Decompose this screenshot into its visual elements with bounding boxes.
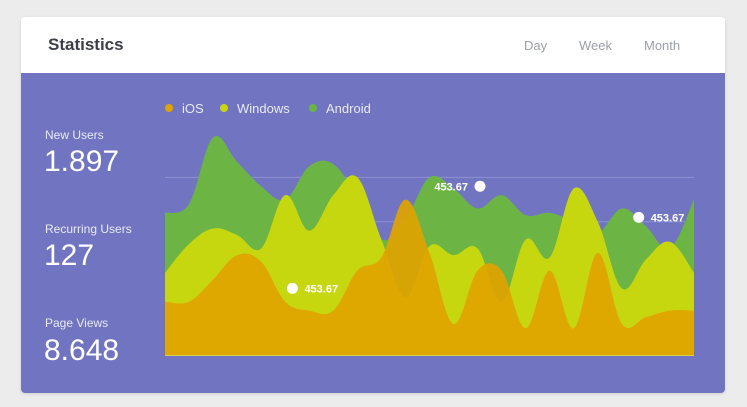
legend-label-ios: iOS [182, 101, 204, 116]
legend-swatch-windows [220, 104, 228, 112]
card-title: Statistics [48, 35, 124, 54]
page-views-value: 8.648 [44, 334, 120, 367]
data-point-label: 453.67 [651, 212, 685, 224]
tab-week[interactable]: Week [579, 38, 612, 53]
data-point-marker [474, 180, 486, 192]
recurring-users-label: Recurring Users [45, 222, 132, 236]
statistics-card: Statistics Day Week Month iOS Windows Andr… [21, 17, 725, 393]
area-chart: iOS Windows Android 453.67 453.67 453.67 [21, 73, 725, 393]
new-users-label: New Users [45, 128, 104, 142]
new-users-value: 1.897 [44, 145, 120, 178]
tab-month[interactable]: Month [644, 38, 681, 53]
data-point-marker [633, 211, 645, 223]
data-point-label: 453.67 [304, 283, 338, 295]
data-point-label: 453.67 [434, 181, 468, 193]
data-point-marker [286, 282, 298, 294]
card-header: Statistics Day Week Month [21, 17, 725, 73]
legend-label-windows: Windows [237, 101, 290, 116]
page-views-label: Page Views [45, 316, 109, 330]
recurring-users-value: 127 [44, 239, 95, 272]
legend-swatch-android [309, 104, 317, 112]
legend-swatch-ios [165, 104, 173, 112]
stats-panel: iOS Windows Android 453.67 453.67 453.67 New … [21, 73, 725, 393]
legend-label-android: Android [326, 101, 371, 116]
series-area-ios [165, 199, 694, 355]
tab-day[interactable]: Day [524, 38, 548, 53]
